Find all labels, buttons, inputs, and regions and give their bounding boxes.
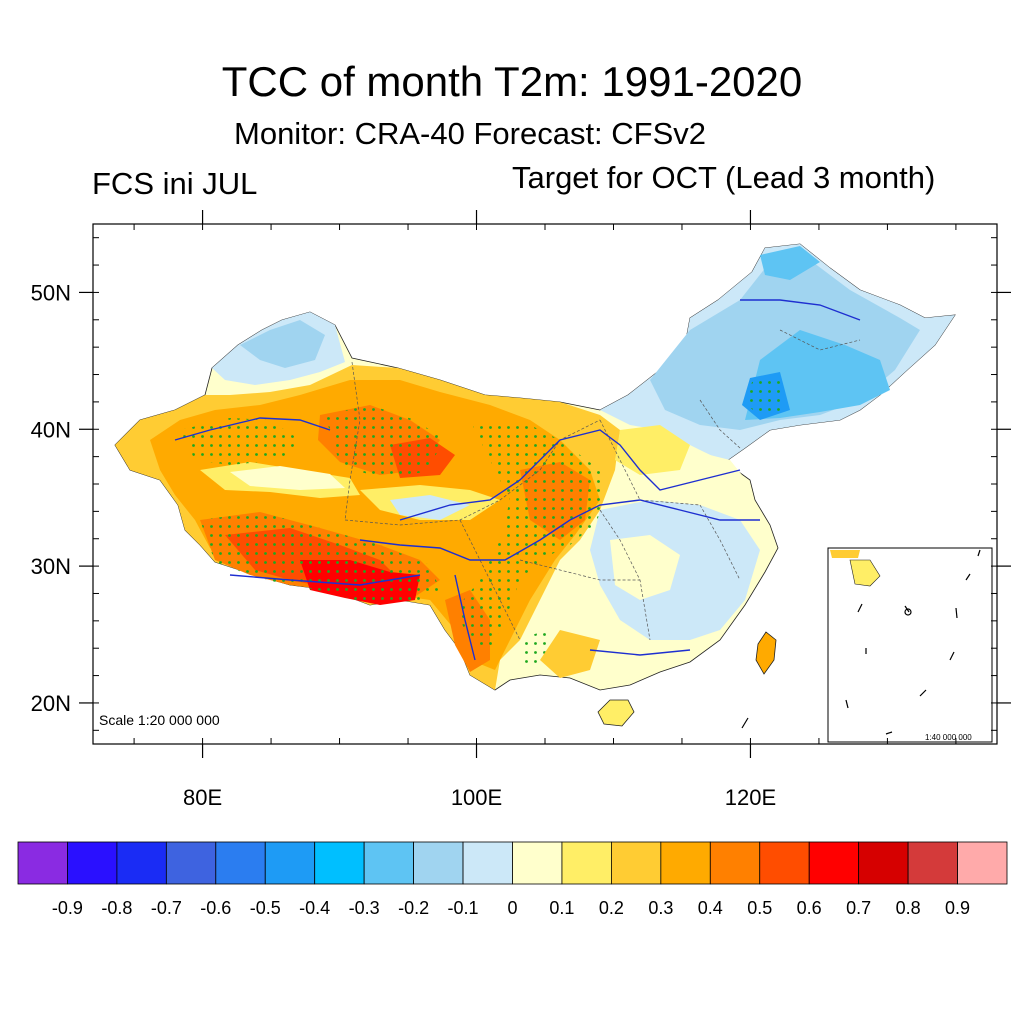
colorbar-swatch xyxy=(67,841,118,885)
colorbar-label: 0.3 xyxy=(648,898,673,918)
colorbar-swatch xyxy=(907,841,958,885)
left-string: FCS ini JUL xyxy=(92,166,258,201)
colorbar-swatch xyxy=(314,841,365,885)
colorbar-label: -0.7 xyxy=(151,898,182,918)
colorbar-swatch xyxy=(116,841,167,885)
taiwan xyxy=(755,631,777,675)
colorbar-label: -0.9 xyxy=(52,898,83,918)
colorbar-label: 0.1 xyxy=(549,898,574,918)
colorbar-label: -0.6 xyxy=(200,898,231,918)
colorbar-swatch xyxy=(858,841,909,885)
scale-label: Scale 1:20 000 000 xyxy=(99,712,220,728)
colorbar-label: -0.4 xyxy=(299,898,330,918)
colorbar-label: 0.9 xyxy=(945,898,970,918)
colorbar-label: 0.6 xyxy=(797,898,822,918)
colorbar-swatch xyxy=(215,841,266,885)
hainan xyxy=(597,699,635,727)
colorbar-swatch xyxy=(264,841,316,885)
right-string: Target for OCT (Lead 3 month) xyxy=(512,160,936,195)
inset-scale-label: 1:40 000 000 xyxy=(925,733,972,742)
colorbar-swatch xyxy=(462,841,513,885)
colorbar-label: 0.2 xyxy=(599,898,624,918)
colorbar-swatch xyxy=(17,841,68,885)
colorbar: -0.9 -0.8 -0.7 -0.6 -0.5 -0.4 -0.3 -0.2 -0.1 0 0.1… xyxy=(17,841,1008,918)
colorbar-label: 0 xyxy=(507,898,517,918)
colorbar-label: -0.2 xyxy=(398,898,429,918)
colorbar-swatch xyxy=(413,841,464,885)
chart-subtitle: Monitor: CRA-40 Forecast: CFSv2 xyxy=(234,116,707,151)
colorbar-swatch xyxy=(660,841,711,885)
lon-tick-label: 120E xyxy=(725,785,776,810)
axes: 50N 40N 30N 20N 80E 100E 120E xyxy=(31,210,1011,810)
colorbar-swatch xyxy=(561,841,612,885)
chart-title: TCC of month T2m: 1991-2020 xyxy=(221,58,803,105)
colorbar-label: 0.7 xyxy=(846,898,871,918)
lon-tick-label: 80E xyxy=(183,785,222,810)
colorbar-swatch xyxy=(808,841,860,885)
lat-tick-label: 20N xyxy=(31,691,71,716)
lat-tick-label: 30N xyxy=(31,554,71,579)
lat-tick-label: 50N xyxy=(31,280,71,305)
colorbar-swatch xyxy=(759,841,810,885)
south-china-sea-inset: 1:40 000 000 xyxy=(827,547,993,743)
colorbar-swatch xyxy=(957,841,1008,885)
colorbar-swatch xyxy=(512,841,563,885)
colorbar-swatch xyxy=(709,841,761,885)
lon-tick-label: 100E xyxy=(451,785,502,810)
colorbar-label: 0.5 xyxy=(747,898,772,918)
colorbar-swatch xyxy=(363,841,414,885)
colorbar-label: -0.3 xyxy=(349,898,380,918)
colorbar-label: -0.1 xyxy=(448,898,479,918)
map-field xyxy=(114,243,956,727)
colorbar-label: -0.8 xyxy=(101,898,132,918)
lat-tick-label: 40N xyxy=(31,417,71,442)
colorbar-swatch xyxy=(611,841,662,885)
colorbar-label: 0.4 xyxy=(698,898,723,918)
colorbar-swatch xyxy=(165,841,217,885)
colorbar-label: 0.8 xyxy=(896,898,921,918)
colorbar-label: -0.5 xyxy=(250,898,281,918)
